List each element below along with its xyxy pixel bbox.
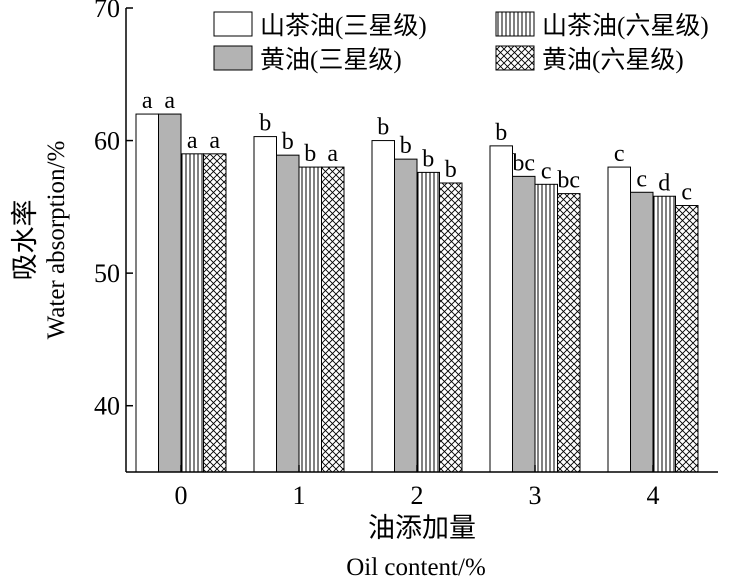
y-axis-label-cn: 吸水率 <box>10 200 40 281</box>
bar-white-0 <box>135 113 159 473</box>
y-axis-label-en: Water absorption/% <box>43 141 70 340</box>
significance-letter: b <box>400 133 412 159</box>
significance-letter: a <box>327 141 338 167</box>
bar-gray-3 <box>512 175 536 473</box>
x-axis-label-en: Oil content/% <box>346 554 486 580</box>
bar-crosshatch-4 <box>675 205 699 473</box>
x-tick-label: 2 <box>411 481 424 510</box>
legend-swatch-crosshatch <box>495 45 535 71</box>
significance-letter: c <box>636 166 647 192</box>
bar-vertical-stripes-3 <box>534 183 558 473</box>
x-tick-label: 4 <box>647 481 660 510</box>
legend: 山茶油(三星级) 山茶油(六星级) 黄油(三星级) 黄油(六星级) <box>213 11 709 74</box>
bar-vertical-stripes-2 <box>416 171 440 473</box>
bar-vertical-stripes-1 <box>298 166 322 473</box>
significance-letter: c <box>681 180 692 206</box>
bar-gray-1 <box>276 154 300 473</box>
bar-white-3 <box>489 145 513 473</box>
x-tick-label: 0 <box>175 481 188 510</box>
significance-letter: a <box>164 88 175 114</box>
y-tick-label: 60 <box>94 127 120 156</box>
significance-letter: a <box>187 128 198 154</box>
significance-letter: b <box>377 115 389 141</box>
legend-swatch-vertical-stripes <box>495 11 535 37</box>
bar-crosshatch-2 <box>439 182 463 473</box>
bar-white-1 <box>253 136 277 473</box>
bar-crosshatch-1 <box>321 166 345 473</box>
bar-vertical-stripes-4 <box>652 195 676 473</box>
y-ticks-group: 40 50 60 70 <box>94 0 133 421</box>
legend-label: 山茶油(六星级) <box>542 12 709 40</box>
bar-gray-2 <box>394 158 418 473</box>
bar-crosshatch-3 <box>557 193 581 473</box>
bars-group <box>135 113 699 473</box>
x-ticks-group: 0 1 2 3 4 <box>175 465 660 510</box>
legend-label: 黄油(六星级) <box>542 46 684 74</box>
significance-letter: bc <box>557 168 580 194</box>
significance-letter: d <box>658 170 670 196</box>
legend-label: 黄油(三星级) <box>260 46 402 74</box>
significance-letter: b <box>422 146 434 172</box>
x-tick-label: 1 <box>293 481 306 510</box>
significance-letter: b <box>304 141 316 167</box>
bar-white-4 <box>607 166 631 473</box>
legend-swatch-gray <box>213 45 253 71</box>
y-tick-label: 50 <box>94 259 120 288</box>
significance-letter: b <box>282 129 294 155</box>
significance-letter: a <box>209 128 220 154</box>
bar-gray-4 <box>630 191 654 473</box>
significance-letter: a <box>142 88 153 114</box>
significance-letter: bc <box>512 150 535 176</box>
legend-swatch-white <box>213 11 253 37</box>
significance-letter: b <box>259 111 271 137</box>
significance-letter: b <box>495 120 507 146</box>
bar-crosshatch-0 <box>203 153 227 473</box>
significance-letter: c <box>614 141 625 167</box>
x-tick-label: 3 <box>529 481 542 510</box>
significance-letter: c <box>541 158 552 184</box>
legend-label: 山茶油(三星级) <box>260 12 427 40</box>
x-axis-label-cn: 油添加量 <box>368 513 476 543</box>
y-tick-label: 70 <box>94 0 120 23</box>
bar-white-2 <box>371 140 395 473</box>
bar-gray-0 <box>158 113 182 473</box>
significance-letter: b <box>445 157 457 183</box>
bar-vertical-stripes-0 <box>180 153 204 473</box>
y-tick-label: 40 <box>94 392 120 421</box>
